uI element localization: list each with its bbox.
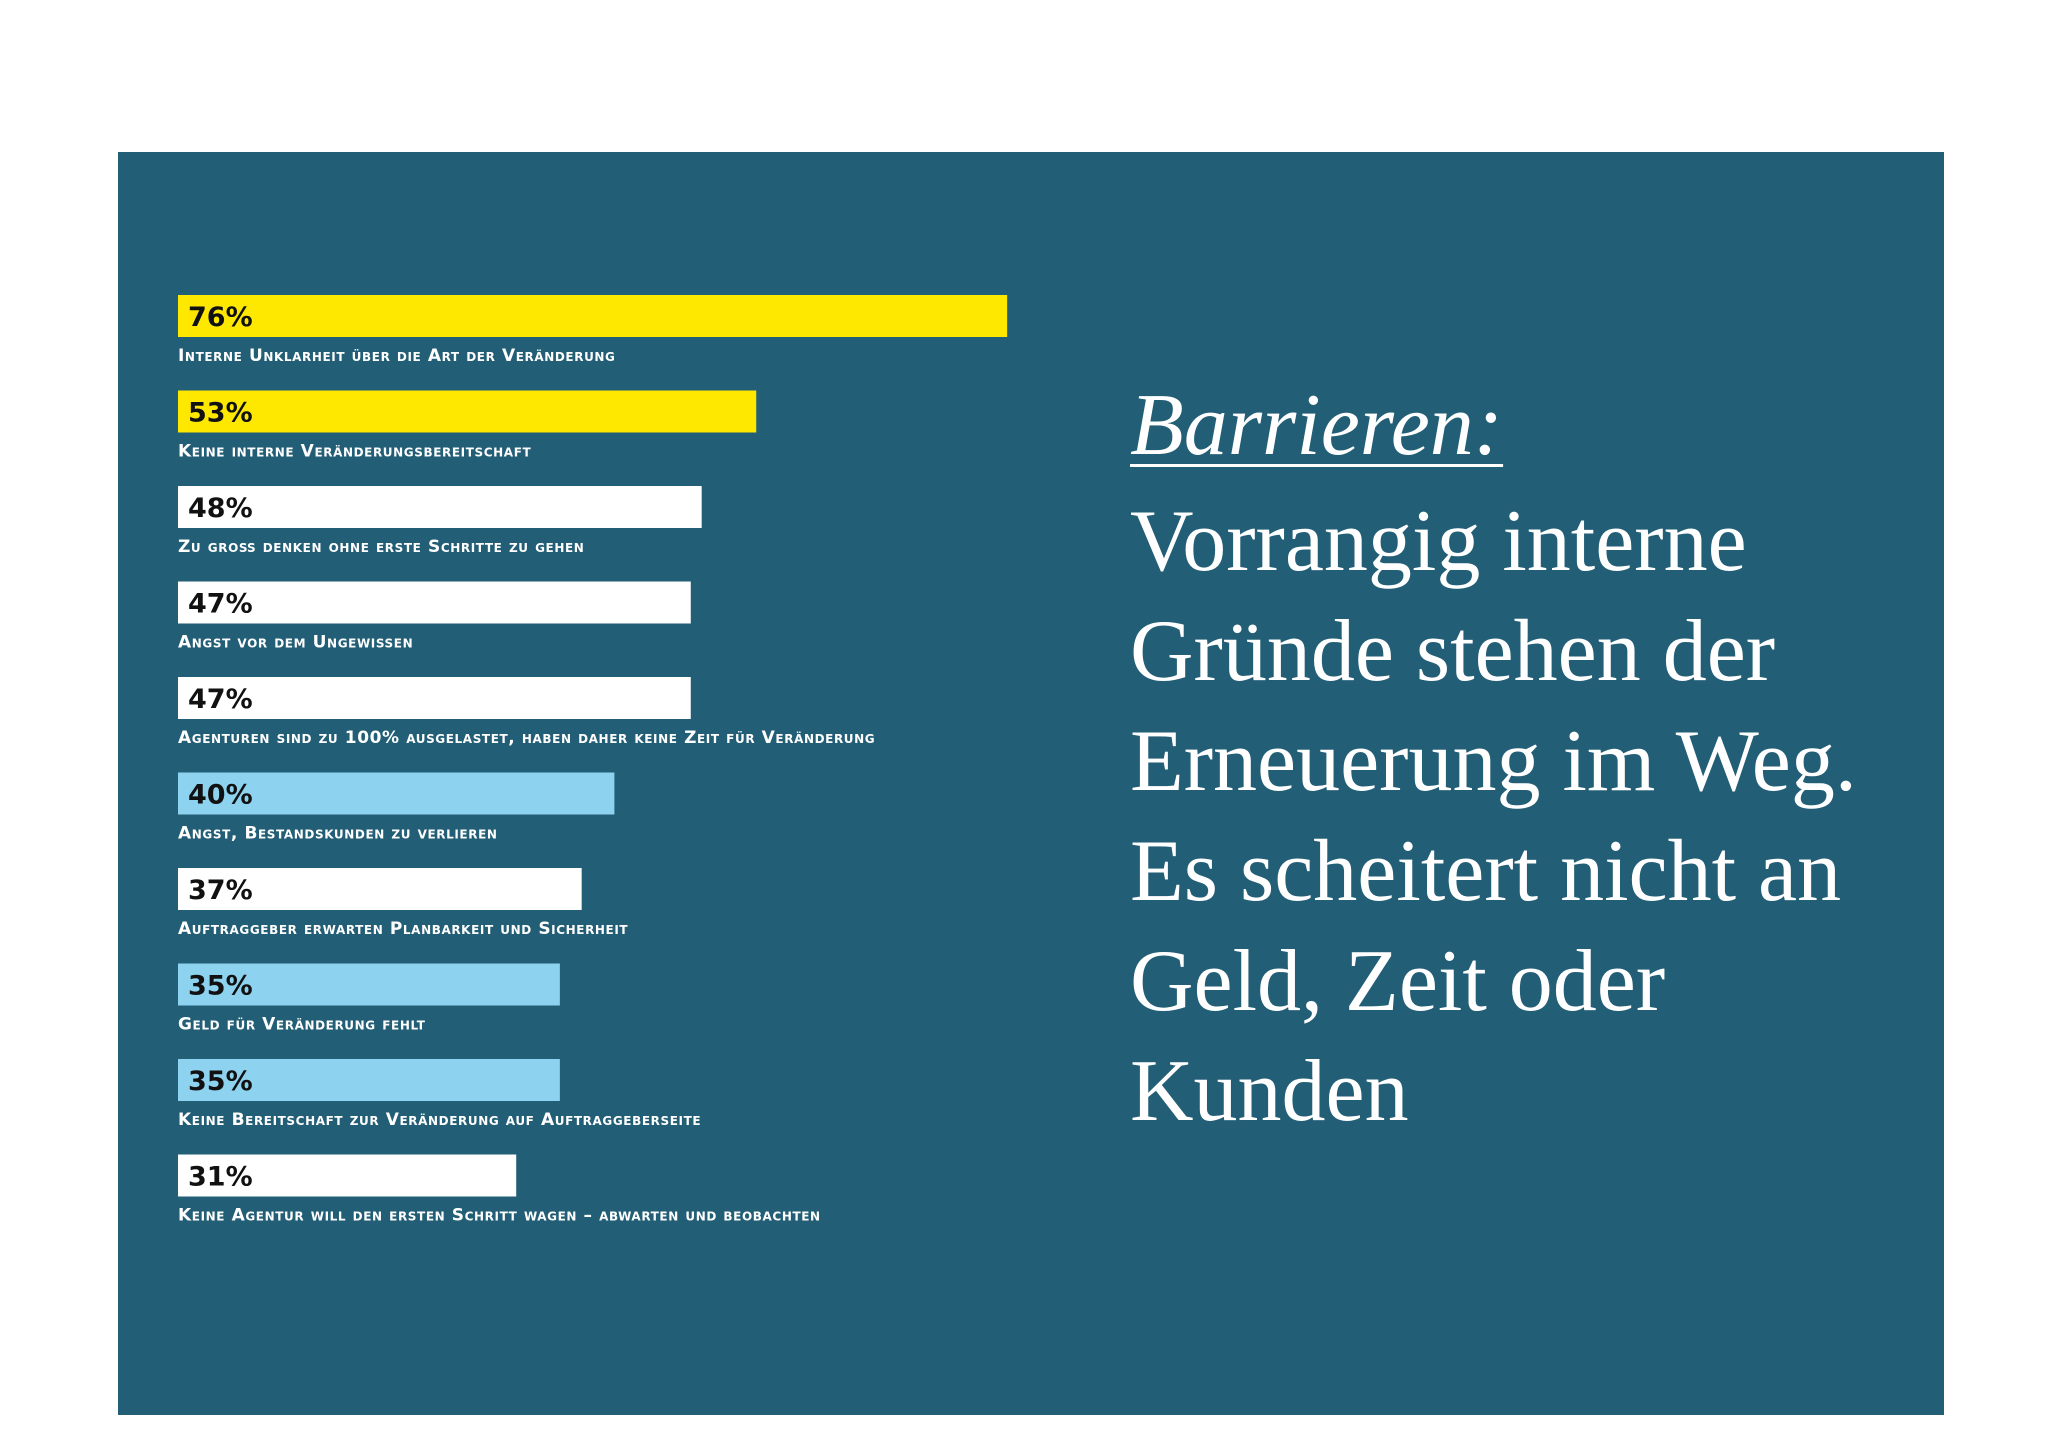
bar [178,581,691,624]
bar-value-label: 48% [188,493,253,524]
bar-category-label: Agenturen sind zu 100% ausgelastet, habe… [178,728,875,748]
bar [178,390,757,433]
bar-value-label: 35% [188,971,253,1002]
text-block: Barrieren: Vorrangig interne Gründe steh… [1130,377,1930,1147]
bar-group: 47% Agenturen sind zu 100% ausgelastet, h… [178,677,875,748]
bar-category-label: Auftraggeber erwarten Planbarkeit und Si… [178,919,628,939]
bar [178,963,560,1006]
bar-category-label: Zu groß denken ohne erste Schritte zu ge… [178,537,584,557]
bar-value-label: 37% [188,875,253,906]
bar-category-label: Interne Unklarheit über die Art der Verä… [178,346,616,366]
bar-value-label: 35% [188,1066,253,1097]
bar-category-label: Geld für Veränderung fehlt [178,1015,426,1035]
slide-panel: 76% Interne Unklarheit über die Art der V… [118,152,1944,1415]
bar [178,1059,560,1101]
bar-group: 47% Angst vor dem Ungewissen [178,581,691,653]
bar-group: 40% Angst, Bestandskunden zu verlieren [178,772,615,844]
bar-group: 35% Geld für Veränderung fehlt [178,963,560,1035]
bar [178,772,615,815]
bar [178,1154,517,1197]
bar-group: 35% Keine Bereitschaft zur Veränderung au… [178,1059,701,1130]
bar-category-label: Keine Bereitschaft zur Veränderung auf A… [178,1110,701,1130]
headline: Barrieren: [1130,377,1504,474]
bar [178,295,1008,337]
bar-group: 76% Interne Unklarheit über die Art der V… [178,295,1008,366]
bar [178,486,702,528]
bar-group: 37% Auftraggeber erwarten Planbarkeit und… [178,868,628,939]
bar-category-label: Angst vor dem Ungewissen [178,633,413,653]
bar [178,677,691,719]
bar-category-label: Angst, Bestandskunden zu verlieren [178,824,498,844]
bar-value-label: 76% [188,302,253,333]
bar-category-label: Keine Agentur will den ersten Schritt wa… [178,1206,821,1226]
bar-value-label: 47% [188,589,253,620]
bar-group: 48% Zu groß denken ohne erste Schritte zu… [178,486,702,557]
bar-category-label: Keine interne Veränderungsbereitschaft [178,442,531,462]
bar-value-label: 40% [188,780,253,811]
bar-value-label: 31% [188,1162,253,1193]
bar-group: 31% Keine Agentur will den ersten Schritt… [178,1154,821,1226]
bar-group: 53% Keine interne Veränderungsbereitschaf… [178,390,757,462]
bar-value-label: 53% [188,398,253,429]
body-text: Vorrangig interne Gründe stehen der Erne… [1130,492,1857,1140]
bar [178,868,582,910]
bar-chart: 76% Interne Unklarheit über die Art der V… [178,295,1008,1226]
bar-value-label: 47% [188,684,253,715]
